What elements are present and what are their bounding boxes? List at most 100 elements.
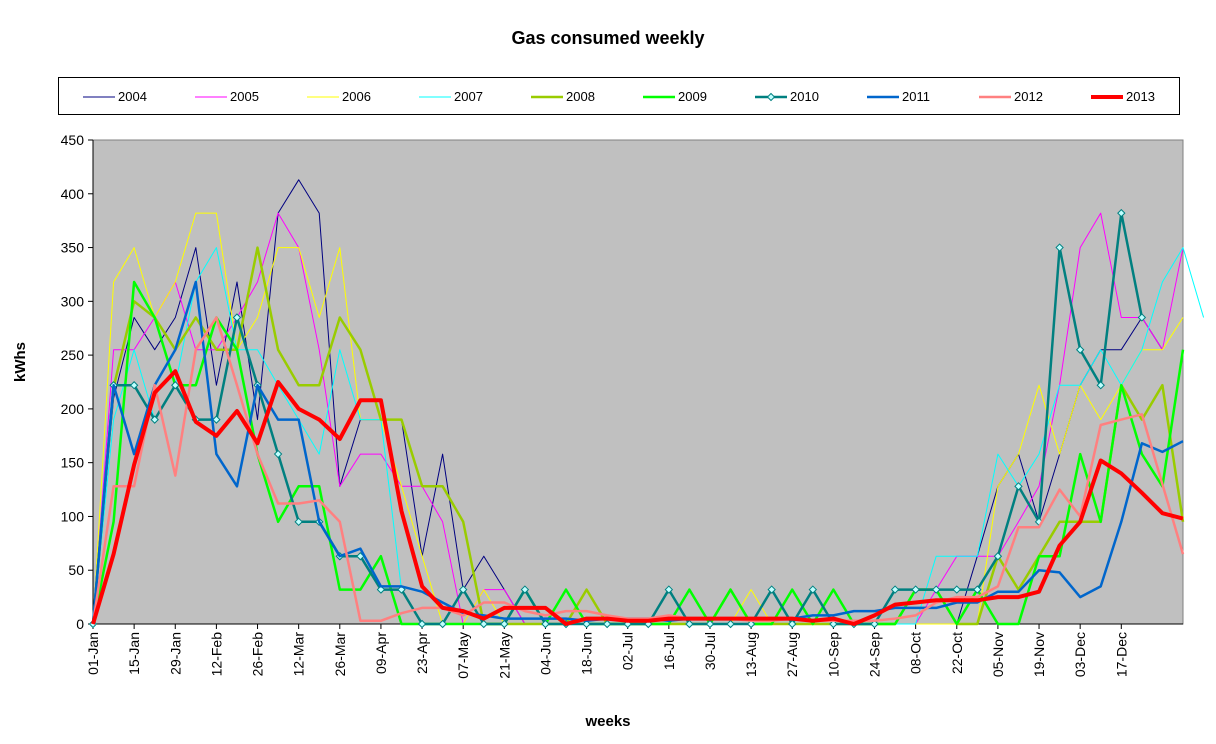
series-marker-2010	[1117, 208, 1126, 218]
x-tick-label: 16-Jul	[661, 632, 677, 670]
legend-swatch-2013	[1091, 95, 1123, 99]
x-tick-label: 08-Oct	[908, 632, 924, 674]
series-marker-2010	[212, 415, 221, 424]
legend-swatch-2006	[307, 96, 339, 98]
series-marker-2010	[993, 552, 1003, 561]
legend-swatch-2007	[419, 96, 451, 98]
x-tick-label: 27-Aug	[784, 632, 800, 677]
y-tick-label: 200	[61, 401, 85, 417]
series-marker-2010	[932, 585, 941, 594]
series-marker-2010	[685, 619, 694, 629]
x-tick-label: 13-Aug	[743, 632, 759, 677]
y-tick-label: 300	[61, 293, 85, 309]
series-marker-2010	[705, 619, 715, 629]
series-marker-2010	[788, 619, 797, 629]
series-marker-2010	[150, 415, 159, 424]
series-marker-2010	[438, 619, 447, 629]
series-marker-2010	[376, 585, 386, 594]
series-marker-2010	[294, 517, 303, 527]
series-marker-2010	[890, 585, 900, 594]
x-tick-label: 29-Jan	[167, 632, 183, 675]
legend-swatch-2005	[195, 96, 227, 98]
series-marker-2010	[273, 449, 283, 459]
legend-label-2008: 2008	[566, 89, 595, 104]
legend-swatch-2009	[643, 95, 675, 99]
series-marker-2010	[664, 585, 674, 594]
x-tick-label: 17-Dec	[1113, 632, 1129, 677]
x-tick-label: 04-Jun	[537, 632, 553, 675]
y-tick-label: 250	[61, 347, 85, 363]
series-line-2010	[91, 211, 1144, 626]
x-tick-label: 03-Dec	[1072, 632, 1088, 677]
legend-label-2007: 2007	[454, 89, 483, 104]
series-marker-2010	[870, 619, 879, 629]
series-marker-2010	[808, 585, 818, 594]
x-tick-label: 12-Mar	[291, 632, 307, 677]
series-marker-2010	[500, 619, 509, 629]
x-tick-label: 22-Oct	[949, 632, 965, 674]
series-marker-2010	[1014, 482, 1023, 491]
y-tick-label: 0	[76, 616, 84, 632]
x-tick-label: 21-May	[496, 632, 512, 679]
series-marker-2010	[129, 381, 139, 390]
x-tick-label: 15-Jan	[126, 632, 142, 675]
x-axis-label: weeks	[585, 713, 631, 730]
legend-label-2005: 2005	[230, 89, 259, 104]
series-line-2013	[91, 369, 1184, 626]
series-marker-2010	[767, 585, 776, 594]
series-marker-2010	[726, 619, 735, 629]
series-marker-2010	[829, 619, 838, 629]
series-marker-2010	[458, 585, 468, 594]
legend-label-2010: 2010	[790, 89, 819, 104]
legend-swatch-2010	[755, 92, 787, 102]
x-tick-label: 01-Jan	[85, 632, 101, 675]
legend-swatch-2011	[867, 95, 899, 99]
series-marker-2010	[520, 585, 530, 594]
x-tick-label: 02-Jul	[620, 632, 636, 670]
series-marker-2010	[1075, 345, 1085, 354]
x-tick-label: 18-Jun	[579, 632, 595, 675]
series-line-2012	[91, 316, 1185, 625]
x-tick-label: 10-Sep	[825, 632, 841, 677]
series-marker-2010	[171, 381, 180, 390]
series-marker-2010	[1096, 381, 1105, 390]
series-marker-2010	[232, 313, 242, 322]
legend-label-2013: 2013	[1126, 89, 1155, 104]
x-tick-label: 24-Sep	[867, 632, 883, 677]
legend-swatch-2008	[531, 95, 563, 99]
legend-label-2011: 2011	[902, 89, 930, 104]
series-marker-2010	[582, 619, 591, 629]
legend-label-2012: 2012	[1014, 89, 1043, 104]
y-tick-label: 350	[61, 240, 85, 256]
x-tick-label: 23-Apr	[414, 632, 430, 674]
x-tick-label: 09-Apr	[373, 632, 389, 674]
y-tick-label: 150	[61, 455, 85, 471]
series-marker-2010	[952, 585, 961, 594]
series-marker-2010	[417, 619, 427, 629]
y-tick-label: 100	[61, 508, 85, 524]
series-marker-2010	[541, 619, 550, 629]
legend-label-2009: 2009	[678, 89, 707, 104]
legend-swatch-2004	[83, 96, 115, 98]
legend-swatch-2012	[979, 95, 1011, 99]
x-tick-label: 26-Feb	[250, 632, 266, 677]
series-marker-2010	[1055, 243, 1064, 252]
series-marker-2010	[911, 585, 920, 594]
x-tick-label: 05-Nov	[990, 632, 1006, 677]
y-tick-label: 50	[68, 562, 84, 578]
x-tick-label: 30-Jul	[702, 632, 718, 670]
series-marker-2010	[1137, 313, 1147, 322]
series-marker-2010	[479, 619, 488, 629]
legend: 2004 2005 2006 2007 2008 2009 2010 2011 2012 2013	[58, 77, 1180, 115]
series-marker-2010	[602, 619, 612, 629]
series-marker-2010	[973, 585, 982, 594]
x-tick-label: 07-May	[455, 632, 471, 679]
x-tick-label: 26-Mar	[332, 632, 348, 677]
legend-label-2004: 2004	[118, 89, 147, 104]
legend-label-2006: 2006	[342, 89, 371, 104]
y-tick-label: 450	[61, 132, 85, 148]
y-tick-label: 400	[61, 186, 85, 202]
chart-title: Gas consumed weekly	[511, 28, 705, 48]
x-tick-label: 19-Nov	[1031, 632, 1047, 677]
